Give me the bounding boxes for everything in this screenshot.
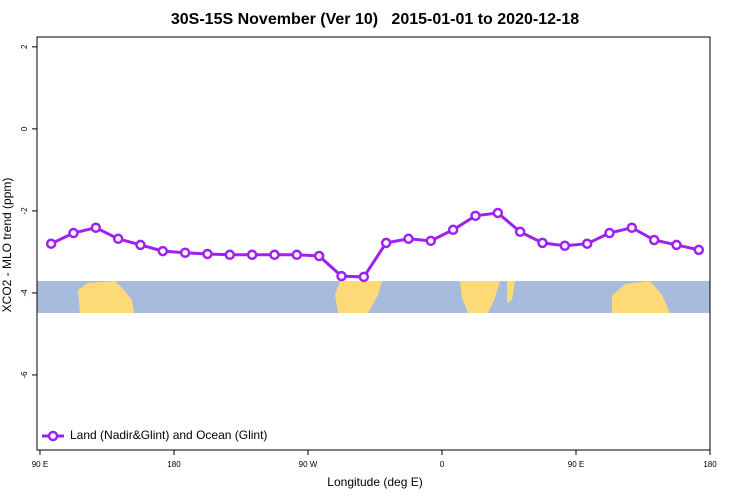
point xyxy=(246,249,258,261)
x-tick-label: 90 E xyxy=(568,460,584,469)
series-line xyxy=(50,211,700,279)
y-tick-label: 2 xyxy=(20,44,29,49)
legend-marker xyxy=(47,430,59,442)
point xyxy=(447,224,459,236)
point xyxy=(291,249,303,261)
point xyxy=(68,227,79,239)
y-tick-label: -2 xyxy=(20,207,29,215)
point xyxy=(626,222,638,233)
point xyxy=(45,238,57,249)
legend-label: Land (Nadir&Glint) and Ocean (Glint) xyxy=(70,428,267,442)
map-band xyxy=(37,281,710,313)
point xyxy=(671,239,682,251)
point xyxy=(581,238,593,249)
point xyxy=(157,245,169,257)
chart-title: 30S-15S November (Ver 10) 2015-01-01 to … xyxy=(171,11,579,28)
point xyxy=(358,271,370,283)
y-tick-label: 0 xyxy=(20,126,29,131)
x-axis-label: Longitude (deg E) xyxy=(327,475,422,489)
point xyxy=(90,222,102,233)
point xyxy=(604,227,615,239)
x-tick-label: 0 xyxy=(440,460,445,469)
point xyxy=(313,250,325,262)
point xyxy=(135,239,146,251)
point xyxy=(269,249,280,261)
point xyxy=(425,235,437,247)
x-tick-label: 90 E xyxy=(32,460,48,469)
x-tick-label: 180 xyxy=(703,460,717,469)
x-tick-label: 180 xyxy=(167,460,181,469)
point xyxy=(202,248,213,260)
point xyxy=(224,249,236,261)
point xyxy=(336,270,347,282)
point xyxy=(403,233,414,245)
y-axis-label: XCO2 - MLO trend (ppm) xyxy=(0,178,14,313)
plot-frame xyxy=(36,36,711,451)
point xyxy=(470,210,481,222)
point xyxy=(693,244,705,256)
y-tick-label: -4 xyxy=(20,289,29,297)
point xyxy=(648,234,660,246)
point xyxy=(179,247,191,258)
point xyxy=(112,233,124,245)
point xyxy=(514,226,526,238)
point xyxy=(559,240,571,252)
point xyxy=(492,207,504,219)
y-tick-label: -6 xyxy=(20,371,29,379)
point xyxy=(380,237,392,249)
x-tick-label: 90 W xyxy=(299,460,318,469)
point xyxy=(537,237,548,249)
